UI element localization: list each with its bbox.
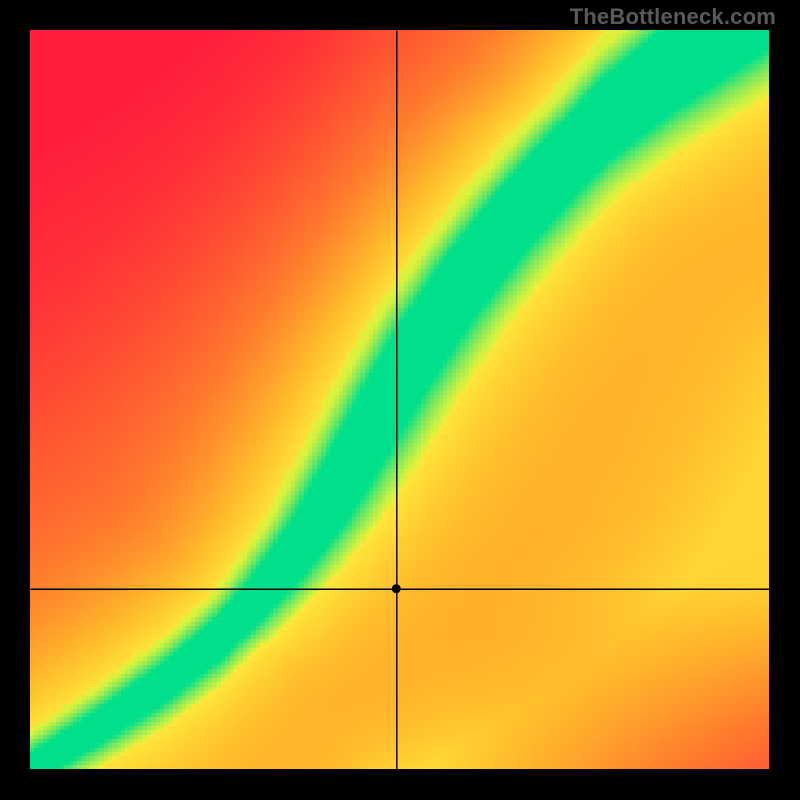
bottleneck-heatmap <box>30 30 770 770</box>
watermark-text: TheBottleneck.com <box>570 4 776 30</box>
